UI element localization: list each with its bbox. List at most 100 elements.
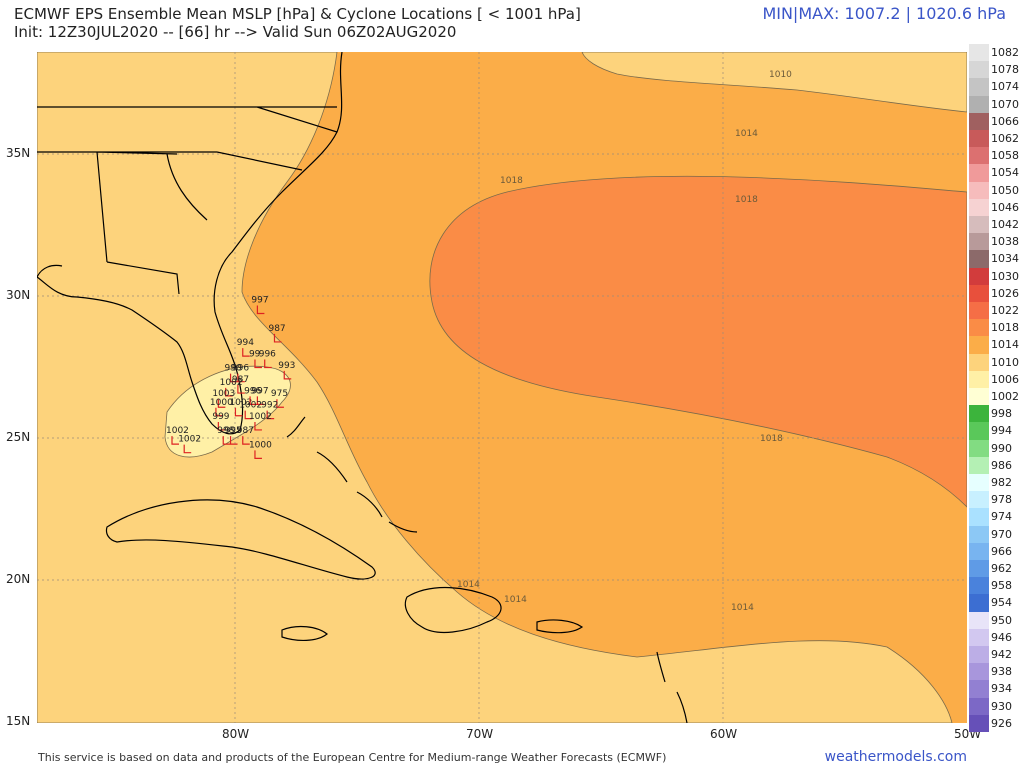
legend-swatch [969,491,989,509]
cyclone-pressure: 1002 [220,378,243,388]
legend-label: 998 [991,407,1012,421]
cyclone-location: 996 [244,386,262,405]
legend-swatch [969,646,989,664]
cyclone-location: 994 [237,338,254,357]
cyclone-l-marker [249,396,258,405]
cyclone-l-marker [229,436,238,445]
legend-swatch [969,44,989,62]
cyclone-pressure: 99 [249,349,261,359]
contour-label: 1018 [500,176,523,186]
map-title: ECMWF EPS Ensemble Mean MSLP [hPa] & Cyc… [14,5,581,23]
legend-level: 1026 [969,284,1019,302]
cyclone-location: 987 [237,426,254,445]
legend-label: 1038 [991,235,1019,249]
legend-level: 978 [969,491,1019,509]
legend-level: 1030 [969,267,1019,285]
brand-link[interactable]: weathermodels.com [824,749,967,765]
cyclone-location: 992 [261,401,278,420]
legend-swatch [969,663,989,681]
cyclone-pressure: 975 [271,389,288,399]
legend-level: 1082 [969,44,1019,62]
legend-level: 958 [969,577,1019,595]
legend-swatch [969,611,989,629]
coastlines [37,52,688,723]
contour-labels: 1010 1014 1018 1018 1018 1014 1014 1014 [457,70,792,613]
cyclone-l-marker [217,399,226,408]
legend-swatch [969,112,989,130]
legend-level: 1014 [969,336,1019,354]
cyclone-pressure: 992 [261,401,278,411]
legend-level: 1070 [969,95,1019,113]
legend-swatch [969,250,989,268]
ecmwf-credit: This service is based on data and produc… [38,751,667,764]
legend-level: 970 [969,525,1019,543]
legend-swatch [969,130,989,148]
cyclone-location: 1000 [210,398,233,417]
legend-level: 974 [969,508,1019,526]
legend-label: 946 [991,630,1012,644]
pressure-field-1010-north [581,52,967,113]
legend-level: 962 [969,560,1019,578]
legend-level: 1038 [969,233,1019,251]
legend-level: 990 [969,439,1019,457]
legend-swatch [969,353,989,371]
cyclone-location: 996 [259,349,276,369]
cyclone-pressure: 998 [217,426,234,436]
cyclone-pressure: 996 [244,386,261,396]
legend-label: 938 [991,665,1012,679]
legend-label: 1010 [991,355,1019,369]
contour-label: 1018 [735,195,758,205]
legend-level: 1066 [969,112,1019,130]
cyclone-l-marker [242,348,250,357]
legend-swatch [969,78,989,96]
legend-label: 974 [991,510,1012,524]
legend-level: 1062 [969,130,1019,148]
legend-swatch [969,198,989,216]
legend-label: 958 [991,579,1012,593]
legend-swatch [969,388,989,406]
cyclone-location: 999 [212,412,230,431]
cyclone-l-marker [183,444,192,454]
contour-label: 1014 [457,580,480,590]
legend-level: 1002 [969,388,1019,406]
legend-label: 966 [991,544,1012,558]
legend-swatch [969,697,989,715]
cyclone-pressure: 1002 [249,412,272,422]
legend-swatch [969,336,989,354]
legend-swatch [969,164,989,182]
lon-label: 60W [710,727,738,741]
cyclone-location: 997 [251,386,269,405]
legend-label: 1050 [991,183,1019,197]
legend-label: 1022 [991,304,1019,317]
cyclone-location: 1003 [212,389,235,408]
legend-level: 930 [969,697,1019,715]
legend-swatch [969,508,989,526]
legend-label: 1014 [991,338,1019,352]
cyclone-l-marker [171,436,179,445]
legend-level: 982 [969,474,1019,492]
lat-label: 20N [6,572,31,586]
legend-swatch [969,680,989,698]
cyclone-pressure: 996 [259,349,276,359]
cyclone-location: 990 [225,364,242,383]
cyclone-markers: 9979879949969939999099698710021003100010… [166,296,295,459]
cyclone-l-marker [215,407,223,417]
cyclone-pressure: 994 [237,338,254,348]
legend-label: 1002 [991,390,1019,403]
legend-swatch [969,302,989,320]
legend-label: 954 [991,596,1012,610]
cyclone-location: 998 [217,426,235,445]
legend-swatch [969,628,989,646]
legend-level: 950 [969,611,1019,629]
contour-label: 1014 [504,595,527,605]
cyclone-pressure: 1002 [178,435,201,445]
legend-label: 1042 [991,218,1019,231]
cyclone-location: 995 [225,426,242,445]
legend-level: 946 [969,628,1019,646]
legend-swatch [969,319,989,337]
cyclone-location: 1000 [249,440,272,459]
legend-swatch [969,714,989,732]
cyclone-pressure: 990 [225,364,242,374]
legend-level: 926 [969,714,1019,732]
legend-swatch [969,560,989,578]
